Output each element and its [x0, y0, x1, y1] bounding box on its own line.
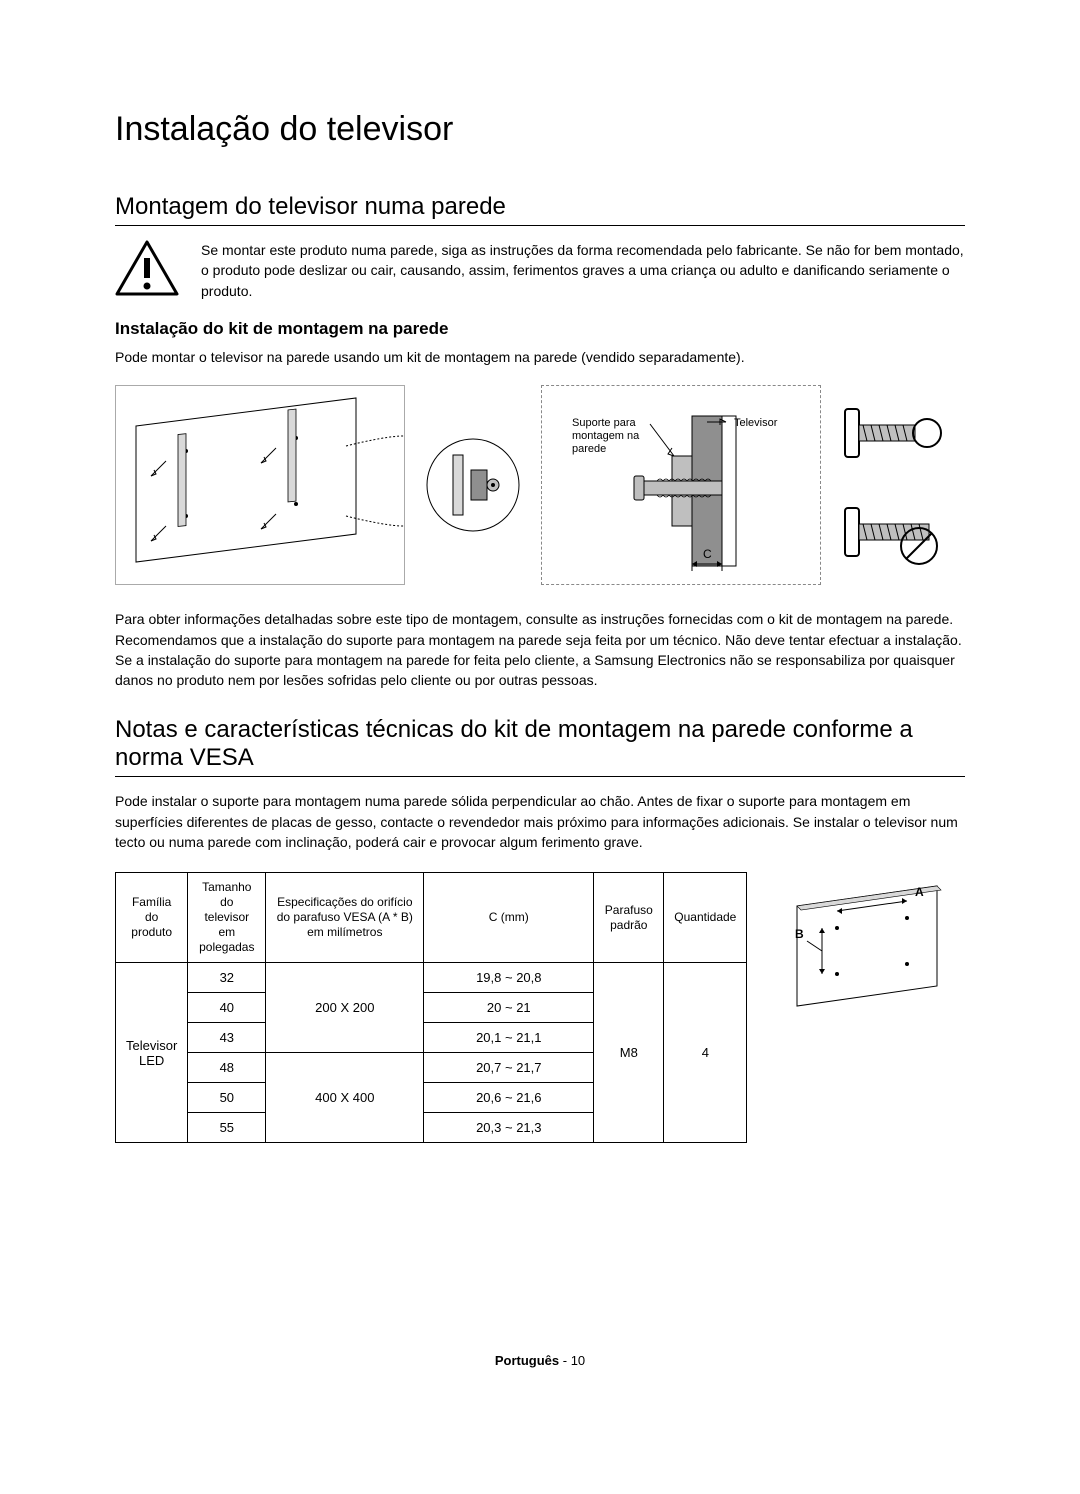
table-row: Televisor LED 32 200 X 200 19,8 ~ 20,8 M… [116, 963, 747, 993]
cell-size: 43 [188, 1023, 266, 1053]
cell-size: 32 [188, 963, 266, 993]
diagram-cross-section: Suporte para montagem na parede Televiso… [541, 385, 821, 585]
cell-qty: 4 [664, 963, 747, 1143]
cell-family: Televisor LED [116, 963, 188, 1143]
th-qty: Quantidade [664, 873, 747, 963]
cell-screw: M8 [594, 963, 664, 1143]
vesa-dimension-diagram: A B [767, 866, 957, 1031]
cell-c: 20 ~ 21 [424, 993, 594, 1023]
screw-notok-icon [839, 498, 943, 568]
th-c: C (mm) [424, 873, 594, 963]
warning-block: Se montar este produto numa parede, siga… [115, 240, 965, 301]
label-support: Suporte para [572, 417, 636, 429]
th-family: Família do produto [116, 873, 188, 963]
cell-size: 40 [188, 993, 266, 1023]
th-spec: Especificações do orifício do parafuso V… [266, 873, 424, 963]
cell-c: 20,1 ~ 21,1 [424, 1023, 594, 1053]
screw-ok-icon [839, 403, 943, 463]
warning-text: Se montar este produto numa parede, siga… [201, 240, 965, 301]
page-footer: Português - 10 [115, 1353, 965, 1368]
label-c: C [703, 547, 712, 561]
cell-c: 20,3 ~ 21,3 [424, 1113, 594, 1143]
vesa-table-block: Família do produto Tamanho do televisor … [115, 866, 965, 1143]
cell-c: 20,7 ~ 21,7 [424, 1053, 594, 1083]
label-b: B [795, 927, 804, 941]
footer-lang: Português [495, 1353, 559, 1368]
cell-c: 19,8 ~ 20,8 [424, 963, 594, 993]
vesa-table: Família do produto Tamanho do televisor … [115, 872, 747, 1143]
cell-size: 55 [188, 1113, 266, 1143]
diagram-zoom [423, 385, 523, 585]
diagram-screws [839, 385, 949, 585]
kit-after: Para obter informações detalhadas sobre … [115, 609, 965, 690]
cell-spec: 200 X 200 [266, 963, 424, 1053]
svg-text:parede: parede [572, 443, 606, 455]
cell-spec: 400 X 400 [266, 1053, 424, 1143]
cell-size: 48 [188, 1053, 266, 1083]
label-a: A [915, 885, 924, 899]
section-wall-mount-heading: Montagem do televisor numa parede [115, 193, 965, 226]
diagram-tv-bracket [115, 385, 405, 585]
mounting-diagram: Suporte para montagem na parede Televiso… [115, 385, 965, 585]
svg-text:montagem na: montagem na [572, 430, 640, 442]
cell-c: 20,6 ~ 21,6 [424, 1083, 594, 1113]
warning-icon [115, 240, 179, 301]
cell-size: 50 [188, 1083, 266, 1113]
kit-intro: Pode montar o televisor na parede usando… [115, 347, 965, 367]
section-vesa-heading: Notas e características técnicas do kit … [115, 716, 965, 777]
footer-sep: - [559, 1353, 571, 1368]
page-title: Instalação do televisor [115, 110, 965, 149]
label-tv: Televisor [734, 417, 778, 429]
kit-heading: Instalação do kit de montagem na parede [115, 319, 965, 339]
th-size: Tamanho do televisor em polegadas [188, 873, 266, 963]
vesa-intro: Pode instalar o suporte para montagem nu… [115, 791, 965, 852]
th-screw: Parafuso padrão [594, 873, 664, 963]
footer-page: 10 [571, 1353, 585, 1368]
